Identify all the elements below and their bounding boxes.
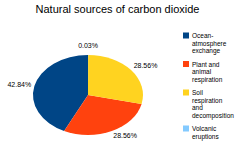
pie <box>33 55 143 135</box>
data-label: 28.56% <box>113 132 137 139</box>
legend-label-line: Ocean- <box>192 32 213 39</box>
legend-label: Plant andanimalrespiration <box>192 61 223 84</box>
data-labels: 42.84% 28.56% 28.56% 0.03% <box>7 42 157 139</box>
legend-label: Ocean-atmosphereexchange <box>192 32 227 55</box>
legend-label-line: respiration <box>192 76 223 84</box>
chart: Natural sources of carbon dioxide 42.84% 2… <box>0 0 235 159</box>
legend-label-line: eruptions <box>192 133 219 141</box>
legend-swatch <box>183 126 189 132</box>
legend-swatch <box>183 90 189 96</box>
legend-label-line: decomposition <box>192 112 234 120</box>
legend-label-line: Volcanic <box>192 125 217 132</box>
legend-label-line: Soil <box>192 89 203 96</box>
legend-label-line: Plant and <box>192 61 220 68</box>
legend-label-line: exchange <box>192 47 221 55</box>
data-label: 42.84% <box>7 81 31 88</box>
legend-label: Soilrespirationanddecomposition <box>192 89 234 120</box>
data-label: 28.56% <box>134 62 158 69</box>
pie-slice <box>88 55 89 95</box>
title: Natural sources of carbon dioxide <box>36 3 200 15</box>
legend-swatch <box>183 61 189 67</box>
data-label: 0.03% <box>78 42 98 49</box>
legend-label-line: and <box>192 104 203 111</box>
legend-label: Volcaniceruptions <box>192 125 219 141</box>
legend-swatch <box>183 33 189 39</box>
legend-label-line: animal <box>192 68 212 75</box>
legend: Ocean-atmosphereexchange Plant andanimalr… <box>183 32 234 141</box>
